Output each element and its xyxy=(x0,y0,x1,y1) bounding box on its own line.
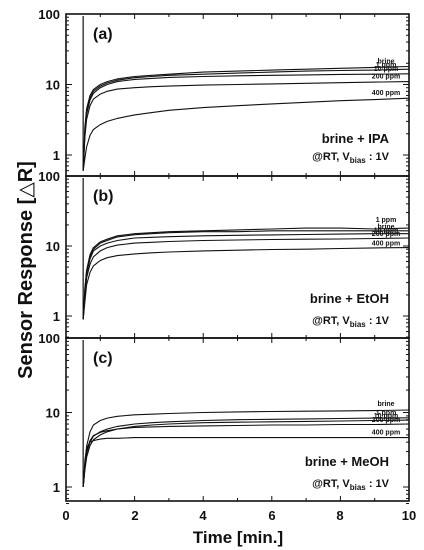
series-line xyxy=(82,419,410,488)
annotation-suffix: : 1V xyxy=(366,478,390,490)
annotation-prefix: @RT, V xyxy=(312,315,350,327)
annotation-analyte: brine + IPA xyxy=(322,131,390,146)
x-tick-labels: 0 2 4 6 8 10 xyxy=(62,508,416,523)
x-tick-label: 8 xyxy=(336,508,343,523)
panel-label: (b) xyxy=(93,188,113,205)
x-tick-label: 4 xyxy=(199,508,207,523)
annotation-subscript: bias xyxy=(350,156,367,165)
y-tick-label: 10 xyxy=(46,406,60,421)
series-line xyxy=(82,247,410,320)
y-tick-label: 100 xyxy=(38,331,60,346)
series-label: 200 ppm xyxy=(372,74,400,81)
annotation-conditions: @RT, Vbias : 1V xyxy=(312,151,390,165)
series-label: 400 ppm xyxy=(372,90,400,97)
series-label: 10 ppm xyxy=(374,413,399,420)
series-label: 1 ppm xyxy=(376,62,397,69)
annotation-suffix: : 1V xyxy=(366,315,390,327)
annotation-suffix: : 1V xyxy=(366,151,390,163)
series-line xyxy=(82,81,410,171)
y-tick-label: 1 xyxy=(53,309,60,324)
x-tick-label: 10 xyxy=(402,508,416,523)
annotation-conditions: @RT, Vbias : 1V xyxy=(312,478,390,492)
x-tick-label: 0 xyxy=(62,508,69,523)
series-label: brine xyxy=(377,224,394,231)
series-label: brine xyxy=(377,59,394,66)
annotation-conditions: @RT, Vbias : 1V xyxy=(312,315,390,329)
series-line xyxy=(82,68,410,171)
y-tick-label: 10 xyxy=(46,78,60,93)
plot-frame xyxy=(65,13,410,177)
plot-frame xyxy=(65,175,410,339)
series-label: 10 ppm xyxy=(374,228,399,235)
panel-label: (c) xyxy=(93,350,113,367)
series-label: 400 ppm xyxy=(372,430,400,437)
series-line xyxy=(82,65,410,171)
series-line xyxy=(82,233,409,320)
annotation-subscript: bias xyxy=(350,483,367,492)
series-label: 200 ppm xyxy=(372,231,400,238)
x-axis-label: Time [min.] xyxy=(193,528,283,547)
annotation-prefix: @RT, V xyxy=(312,478,350,490)
series-label: brine xyxy=(377,401,394,408)
annotation-prefix: @RT, V xyxy=(312,151,350,163)
series-label: 400 ppm xyxy=(372,241,400,248)
series-label: 1 ppm xyxy=(376,217,397,224)
y-axis-label: Sensor Response [△R] xyxy=(15,161,37,379)
series-line xyxy=(82,73,410,171)
series-line xyxy=(82,409,410,488)
series-line xyxy=(82,97,410,171)
series-label: 1 ppm xyxy=(376,410,397,417)
x-tick-label: 6 xyxy=(268,508,275,523)
x-tick-label: 2 xyxy=(131,508,138,523)
annotation-subscript: bias xyxy=(350,320,367,329)
panel-label: (a) xyxy=(93,26,113,43)
y-tick-label: 100 xyxy=(38,169,60,184)
annotation-analyte: brine + EtOH xyxy=(310,291,389,306)
y-tick-label: 1 xyxy=(53,148,60,163)
series-label: 10 ppm xyxy=(374,66,399,73)
series-label: 200 ppm xyxy=(372,417,400,424)
series-line xyxy=(82,437,409,488)
annotation-analyte: brine + MeOH xyxy=(305,454,389,469)
y-tick-label: 10 xyxy=(46,239,60,254)
y-tick-label: 1 xyxy=(53,480,60,495)
y-tick-label: 100 xyxy=(38,7,60,22)
series-line xyxy=(82,237,410,320)
